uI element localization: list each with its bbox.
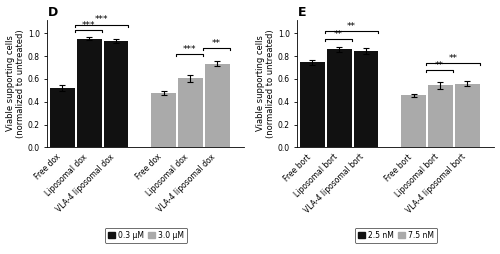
Bar xyxy=(455,84,479,147)
Bar xyxy=(354,51,378,147)
Bar xyxy=(327,49,351,147)
Text: E: E xyxy=(298,6,306,19)
Text: ***: *** xyxy=(95,15,108,24)
Bar xyxy=(205,64,230,147)
Bar xyxy=(428,85,452,147)
Legend: 2.5 nM, 7.5 nM: 2.5 nM, 7.5 nM xyxy=(355,228,437,243)
Text: **: ** xyxy=(435,61,444,70)
Text: **: ** xyxy=(347,22,356,31)
Text: ***: *** xyxy=(82,21,95,30)
Text: **: ** xyxy=(448,54,457,63)
Text: **: ** xyxy=(334,30,342,39)
Y-axis label: Viable supporting cells
(normalized to untreated): Viable supporting cells (normalized to u… xyxy=(6,29,25,138)
Bar xyxy=(151,93,176,147)
Bar xyxy=(178,78,203,147)
Text: ***: *** xyxy=(182,45,196,54)
Legend: 0.3 μM, 3.0 μM: 0.3 μM, 3.0 μM xyxy=(104,228,187,243)
Text: D: D xyxy=(48,6,58,19)
Bar xyxy=(401,96,426,147)
Bar xyxy=(50,88,74,147)
Bar xyxy=(104,41,128,147)
Bar xyxy=(77,39,102,147)
Text: **: ** xyxy=(212,39,220,48)
Bar xyxy=(300,62,324,147)
Y-axis label: Viable supporting cells
(normalized to untreated): Viable supporting cells (normalized to u… xyxy=(256,29,275,138)
